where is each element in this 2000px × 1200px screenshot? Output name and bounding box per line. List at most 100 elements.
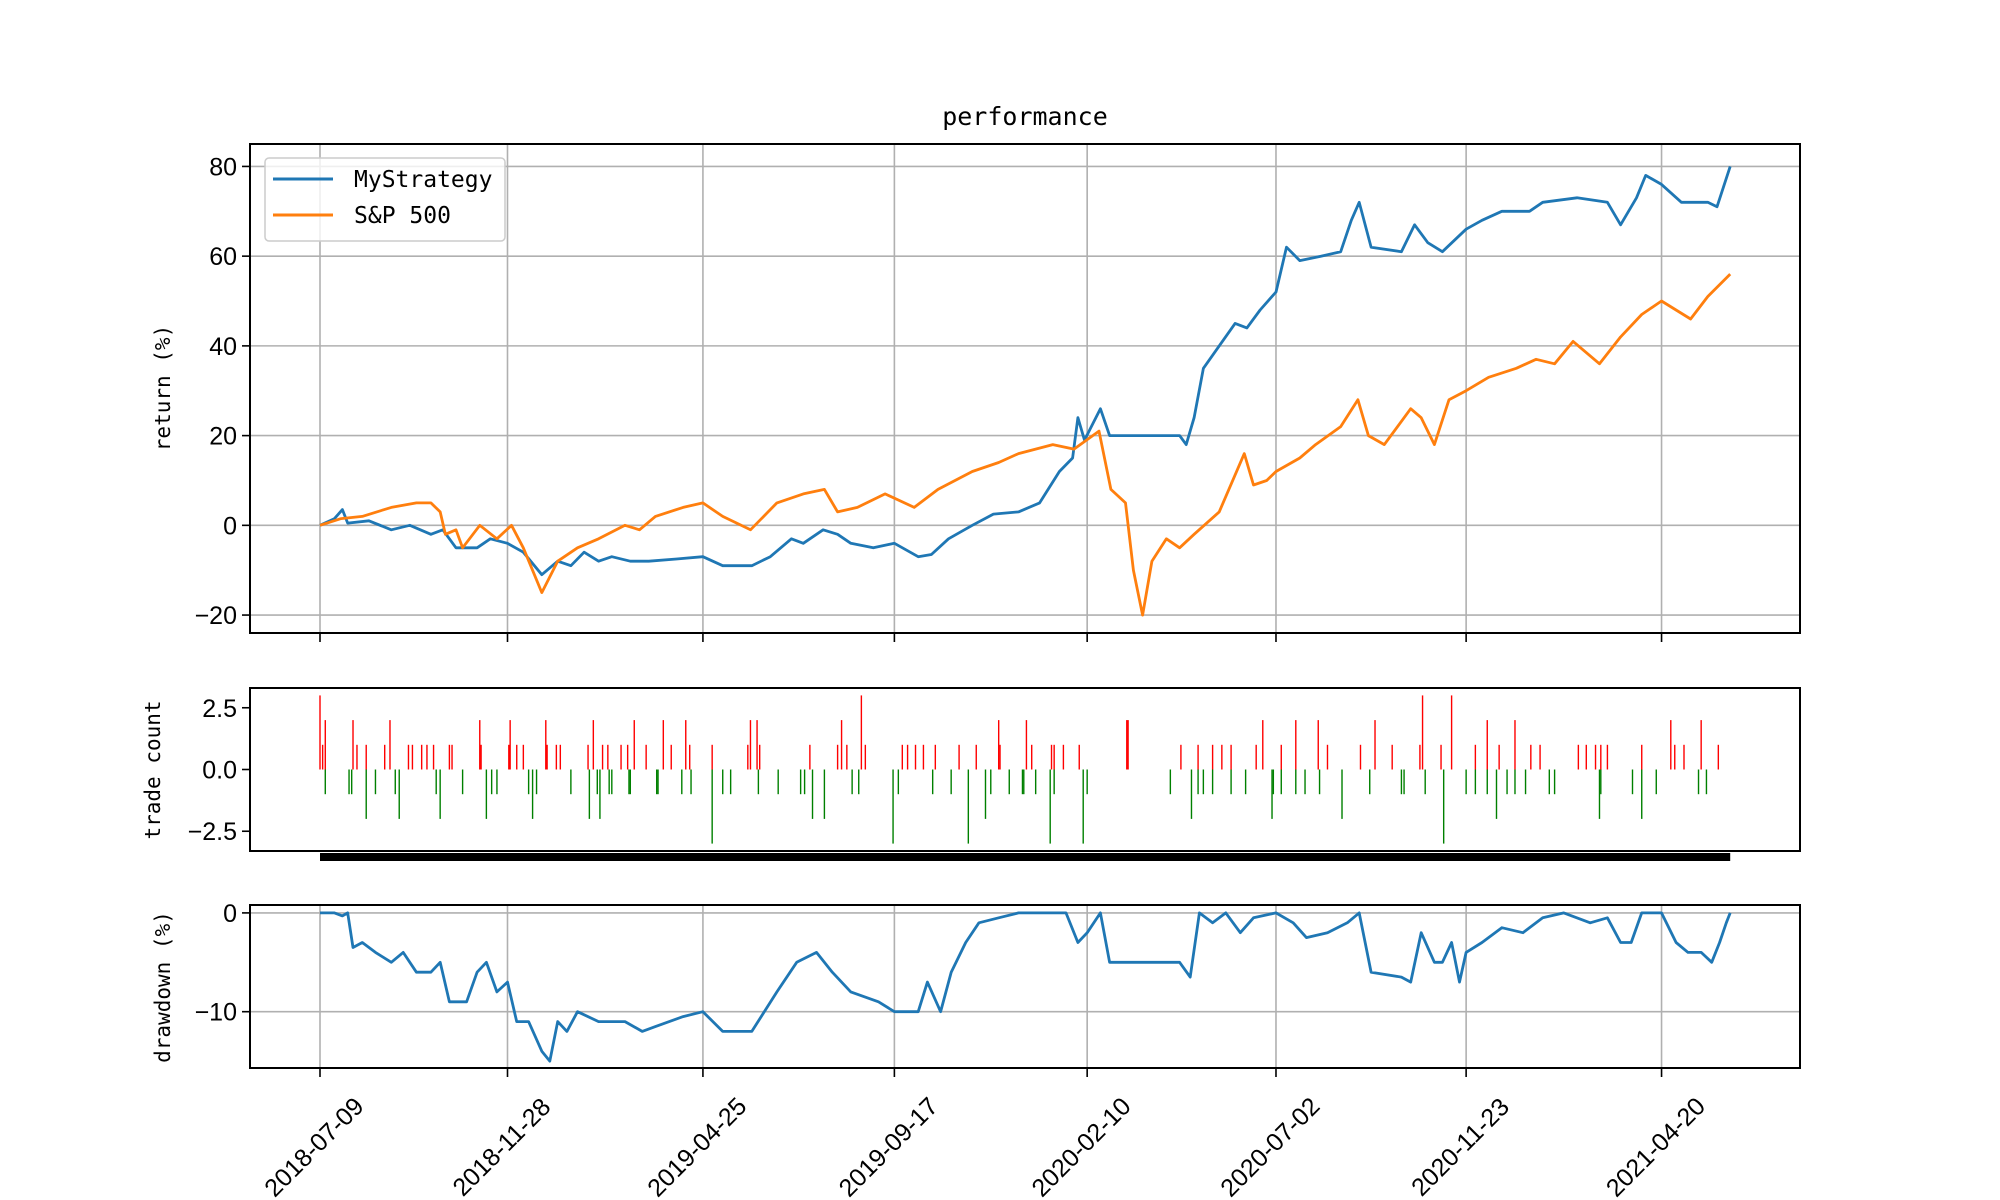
buy-count-bar	[840, 720, 843, 770]
x-tick-label: 2021-04-20	[1601, 1092, 1711, 1200]
sell-count-bar	[990, 769, 992, 795]
buy-count-bar	[601, 744, 604, 770]
sell-count-bar	[984, 769, 987, 819]
y-tick-label: −20	[195, 602, 237, 630]
buy-count-bar	[480, 744, 482, 770]
buy-count-bar	[1262, 720, 1264, 770]
buy-count-bar	[516, 744, 518, 770]
sell-count-bar	[722, 769, 724, 795]
sell-count-bar	[1021, 769, 1024, 795]
plot-area	[320, 911, 1732, 1063]
buy-count-bar	[1514, 720, 1516, 770]
y-tick-label: −2.5	[188, 818, 237, 846]
sell-count-bar	[950, 769, 952, 795]
buy-count-bar	[1594, 744, 1597, 770]
buy-count-bar	[1374, 720, 1376, 770]
buy-count-bar	[662, 720, 665, 770]
buy-count-bar	[1450, 695, 1453, 770]
y-tick-label: 20	[209, 423, 237, 451]
return-axis-label: return (%)	[151, 325, 175, 451]
buy-count-bar	[1606, 744, 1609, 770]
sell-count-bar	[1202, 769, 1205, 795]
y-tick-label: 40	[209, 333, 237, 361]
sell-count-bar	[374, 769, 377, 795]
buy-count-bar	[914, 744, 917, 770]
sell-count-bar	[1424, 769, 1426, 795]
sell-count-bar	[799, 769, 802, 795]
sell-count-bar	[681, 769, 683, 795]
sell-count-bar	[657, 769, 659, 795]
buy-count-bar	[1421, 695, 1424, 770]
sell-count-bar	[803, 769, 806, 795]
buy-count-bar	[1486, 720, 1488, 770]
buy-count-bar	[1474, 744, 1477, 770]
sell-count-bar	[1197, 769, 1199, 795]
sell-count-bar	[608, 769, 610, 795]
sell-count-bar	[439, 769, 441, 819]
sell-count-bar	[1465, 769, 1467, 795]
buy-count-bar	[546, 744, 548, 770]
trade-count-axes: 2.5 0.0 −2.5	[188, 687, 1801, 861]
sell-count-bar	[1697, 769, 1700, 795]
sell-count-bar	[599, 769, 601, 819]
x-tick-label: 2020-07-02	[1215, 1092, 1325, 1200]
buy-count-bar	[1050, 744, 1053, 770]
buy-count-bar	[545, 720, 547, 770]
buy-count-bar	[836, 744, 839, 770]
sell-count-bar	[690, 769, 692, 795]
y-tick-label: 0.0	[202, 757, 237, 785]
sell-count-bar	[1631, 769, 1634, 795]
sell-count-bar	[1049, 769, 1051, 844]
buy-count-bar	[1180, 744, 1182, 770]
y-tick-label: 0	[223, 900, 237, 928]
sell-count-bar	[1474, 769, 1477, 795]
buy-count-bar	[1391, 744, 1393, 770]
buy-count-bar	[559, 744, 562, 770]
buy-count-bar	[356, 744, 358, 770]
y-tick-label: 0	[223, 512, 237, 540]
sell-count-bar	[485, 769, 488, 819]
buy-count-bar	[426, 744, 428, 770]
buy-count-bar	[1359, 744, 1362, 770]
sell-count-bar	[777, 769, 779, 795]
buy-count-bar	[1280, 744, 1282, 770]
sell-count-bar	[1271, 769, 1273, 819]
sell-count-bar	[535, 769, 538, 795]
buy-count-bar	[1326, 744, 1329, 770]
buy-count-bar	[1230, 744, 1232, 770]
buy-count-bar	[1062, 744, 1065, 770]
sell-count-bar	[1272, 769, 1275, 795]
buy-count-bar	[846, 744, 848, 770]
sell-count-bar	[1244, 769, 1247, 795]
sell-count-bar	[531, 769, 534, 819]
buy-count-bar	[1683, 744, 1685, 770]
buy-count-bar	[509, 720, 511, 770]
sell-count-bar	[461, 769, 464, 795]
buy-count-bar	[1670, 720, 1672, 770]
plot-area	[319, 695, 1720, 844]
buy-count-bar	[860, 695, 863, 770]
buy-count-bar	[620, 744, 622, 770]
sell-count-bar	[757, 769, 760, 795]
buy-count-bar	[934, 744, 937, 770]
sell-count-bar	[1053, 769, 1055, 795]
sell-count-bar	[1211, 769, 1214, 795]
sell-count-bar	[365, 769, 367, 819]
sell-count-bar	[1082, 769, 1084, 844]
buy-count-bar	[1031, 744, 1033, 770]
sell-count-bar	[611, 769, 613, 795]
buy-count-bar	[1585, 744, 1587, 770]
y-tick-label: 80	[209, 153, 237, 181]
sell-count-bar	[1280, 769, 1282, 795]
sell-count-bar	[629, 769, 631, 795]
sell-count-bar	[967, 769, 970, 844]
y-tick-label: 2.5	[202, 695, 237, 723]
legend: MyStrategy S&P 500	[264, 157, 506, 242]
buy-count-bar	[759, 744, 761, 770]
sell-count-bar	[1169, 769, 1172, 795]
buy-count-bar	[1317, 720, 1319, 770]
y-tick-label: 60	[209, 243, 237, 271]
sell-count-bar	[851, 769, 853, 795]
x-tick-label: 2018-07-09	[259, 1092, 369, 1200]
buy-count-bar	[747, 744, 749, 770]
